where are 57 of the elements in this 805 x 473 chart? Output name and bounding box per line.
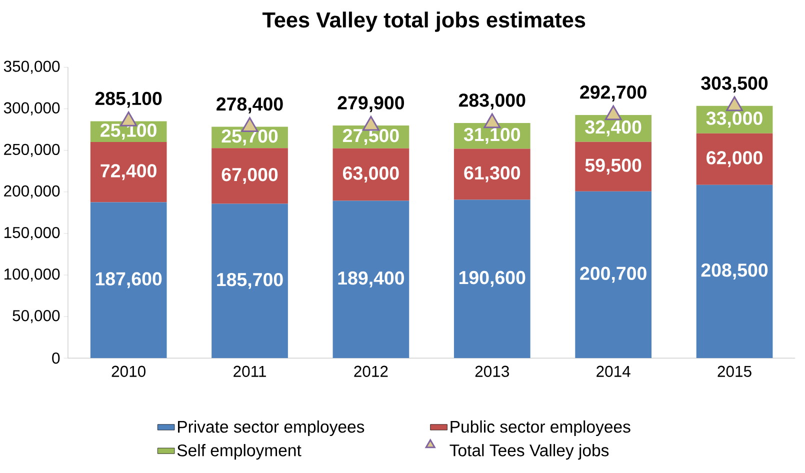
data-label: 32,400 — [585, 120, 642, 136]
data-label: 279,900 — [338, 96, 404, 112]
bar — [696, 184, 773, 358]
data-label: 61,300 — [464, 166, 520, 182]
data-label: 59,500 — [585, 158, 642, 175]
x-tick-label: 2015 — [718, 366, 752, 378]
chart-title: Tees Valley total jobs estimates — [262, 12, 586, 32]
legend-label: Total Tees Valley jobs — [450, 444, 609, 460]
bar — [696, 133, 773, 185]
data-label: 33,000 — [706, 112, 762, 128]
bar — [212, 148, 288, 204]
bar — [454, 148, 530, 200]
bar — [575, 191, 652, 358]
x-tick-label: 2014 — [596, 366, 630, 378]
bar — [212, 204, 288, 358]
point — [604, 105, 622, 120]
data-label: 278,400 — [216, 97, 283, 114]
data-label: 189,400 — [338, 271, 404, 288]
x-tick-label: 2012 — [354, 366, 388, 378]
point — [484, 113, 501, 128]
y-tick-label: 50,000 — [12, 310, 60, 324]
legend-label: Private sector employees — [178, 420, 364, 436]
data-label: 283,000 — [458, 94, 526, 110]
data-label: 187,600 — [96, 272, 162, 288]
data-label: 190,600 — [459, 270, 526, 287]
data-label: 200,700 — [580, 266, 646, 283]
data-label: 25,100 — [100, 124, 156, 140]
x-tick-label: 2010 — [112, 366, 146, 378]
y-tick-label: 300,000 — [4, 102, 60, 116]
legend-label: Self employment — [177, 444, 302, 460]
data-label: 208,500 — [701, 264, 768, 280]
data-label: 63,000 — [342, 166, 399, 183]
bar — [332, 200, 410, 358]
data-label: 292,700 — [580, 86, 646, 102]
y-tick-label: 100,000 — [4, 268, 60, 282]
bar — [575, 142, 652, 192]
point — [726, 96, 743, 112]
bar — [454, 200, 530, 358]
bar — [332, 148, 410, 201]
y-tick-label: 150,000 — [4, 227, 60, 240]
data-label: 62,000 — [706, 151, 762, 168]
data-label: 67,000 — [222, 168, 278, 184]
y-tick-label: 200,000 — [4, 185, 60, 198]
data-label: 285,100 — [95, 92, 162, 108]
y-tick-label: 0 — [52, 352, 60, 364]
data-label: 27,500 — [342, 129, 399, 145]
data-label: 31,100 — [464, 128, 520, 144]
data-label: 185,700 — [217, 273, 283, 289]
data-label: 72,400 — [100, 164, 156, 180]
data-label: 303,500 — [701, 76, 768, 93]
bar — [90, 202, 167, 358]
bar — [90, 142, 167, 202]
x-tick-label: 2013 — [475, 366, 509, 378]
x-tick-label: 2011 — [234, 366, 266, 378]
legend-label: Public sector employees — [450, 420, 630, 436]
y-tick-label: 350,000 — [4, 60, 60, 74]
y-tick-label: 250,000 — [4, 144, 60, 157]
